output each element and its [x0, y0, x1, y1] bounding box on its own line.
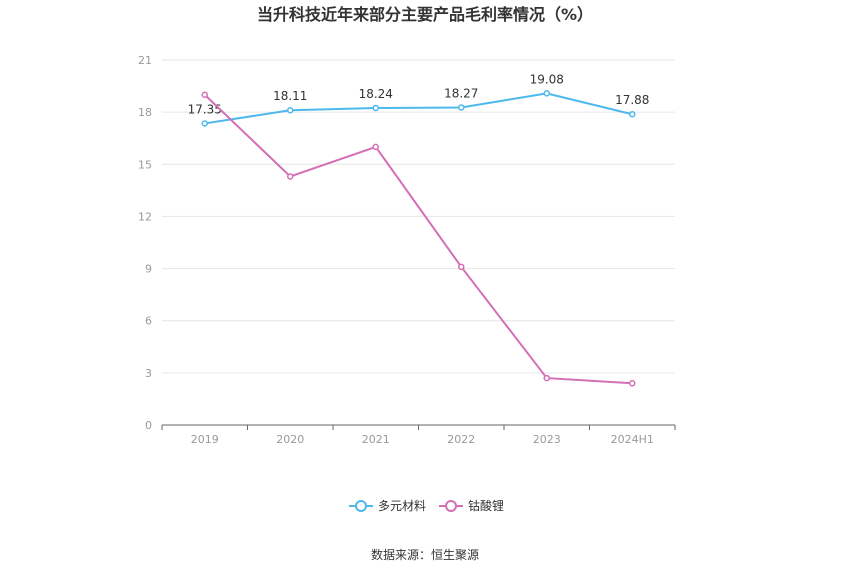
series-layer: 17.35 18.11 18.24 18.27 19.08 17.88: [188, 72, 649, 387]
y-tick-label: 9: [145, 263, 152, 276]
grid: [162, 59, 675, 374]
series-line: [204, 92, 633, 125]
x-tick-label: 2020: [276, 433, 304, 446]
legend-marker: [355, 500, 367, 512]
data-point[interactable]: [629, 110, 636, 118]
x-tick-label: 2021: [362, 433, 390, 446]
y-tick-label: 12: [138, 210, 152, 223]
data-point[interactable]: [201, 91, 208, 99]
data-point[interactable]: [372, 143, 379, 151]
legend[interactable]: 多元材料 钴酸锂: [349, 498, 504, 513]
data-point[interactable]: [287, 173, 294, 180]
y-tick-label: 21: [138, 54, 152, 67]
series-line: [204, 94, 633, 385]
series-2: [201, 91, 636, 387]
data-point[interactable]: [372, 104, 379, 112]
data-label: 19.08: [530, 72, 564, 86]
chart-title: 当升科技近年来部分主要产品毛利率情况（%）: [257, 5, 593, 24]
legend-item[interactable]: 钴酸锂: [439, 498, 504, 513]
data-label: 18.27: [444, 86, 478, 100]
data-point[interactable]: [458, 263, 465, 271]
x-axis: 2019 2020 2021 2022 2023 2024H1: [161, 424, 676, 446]
data-point[interactable]: [629, 380, 636, 387]
data-point[interactable]: [458, 104, 465, 111]
x-tick-label: 2019: [191, 433, 219, 446]
data-label: 17.88: [615, 93, 649, 107]
series-1: 17.35 18.11 18.24 18.27 19.08 17.88: [188, 72, 649, 127]
x-tick-label: 2024H1: [611, 433, 654, 446]
y-tick-label: 6: [145, 315, 152, 328]
legend-item[interactable]: 多元材料: [349, 499, 426, 513]
y-tick-label: 15: [138, 158, 152, 171]
data-point[interactable]: [287, 106, 294, 114]
y-axis-ticks: 0 3 6 9 12 15 18 21: [138, 54, 152, 432]
y-tick-label: 0: [145, 419, 152, 432]
legend-label: 钴酸锂: [468, 498, 504, 513]
data-label: 18.11: [273, 89, 307, 103]
data-point[interactable]: [543, 374, 550, 382]
legend-label: 多元材料: [378, 499, 426, 513]
legend-marker: [445, 500, 457, 512]
data-label: 18.24: [359, 87, 393, 101]
data-point[interactable]: [201, 120, 208, 127]
data-point[interactable]: [543, 90, 550, 97]
data-label: 17.35: [188, 102, 222, 116]
y-tick-label: 3: [145, 367, 152, 380]
x-tick-label: 2022: [447, 433, 475, 446]
source-note: 数据来源：恒生聚源: [371, 547, 479, 562]
x-tick-label: 2023: [533, 433, 561, 446]
y-tick-label: 18: [138, 106, 152, 119]
